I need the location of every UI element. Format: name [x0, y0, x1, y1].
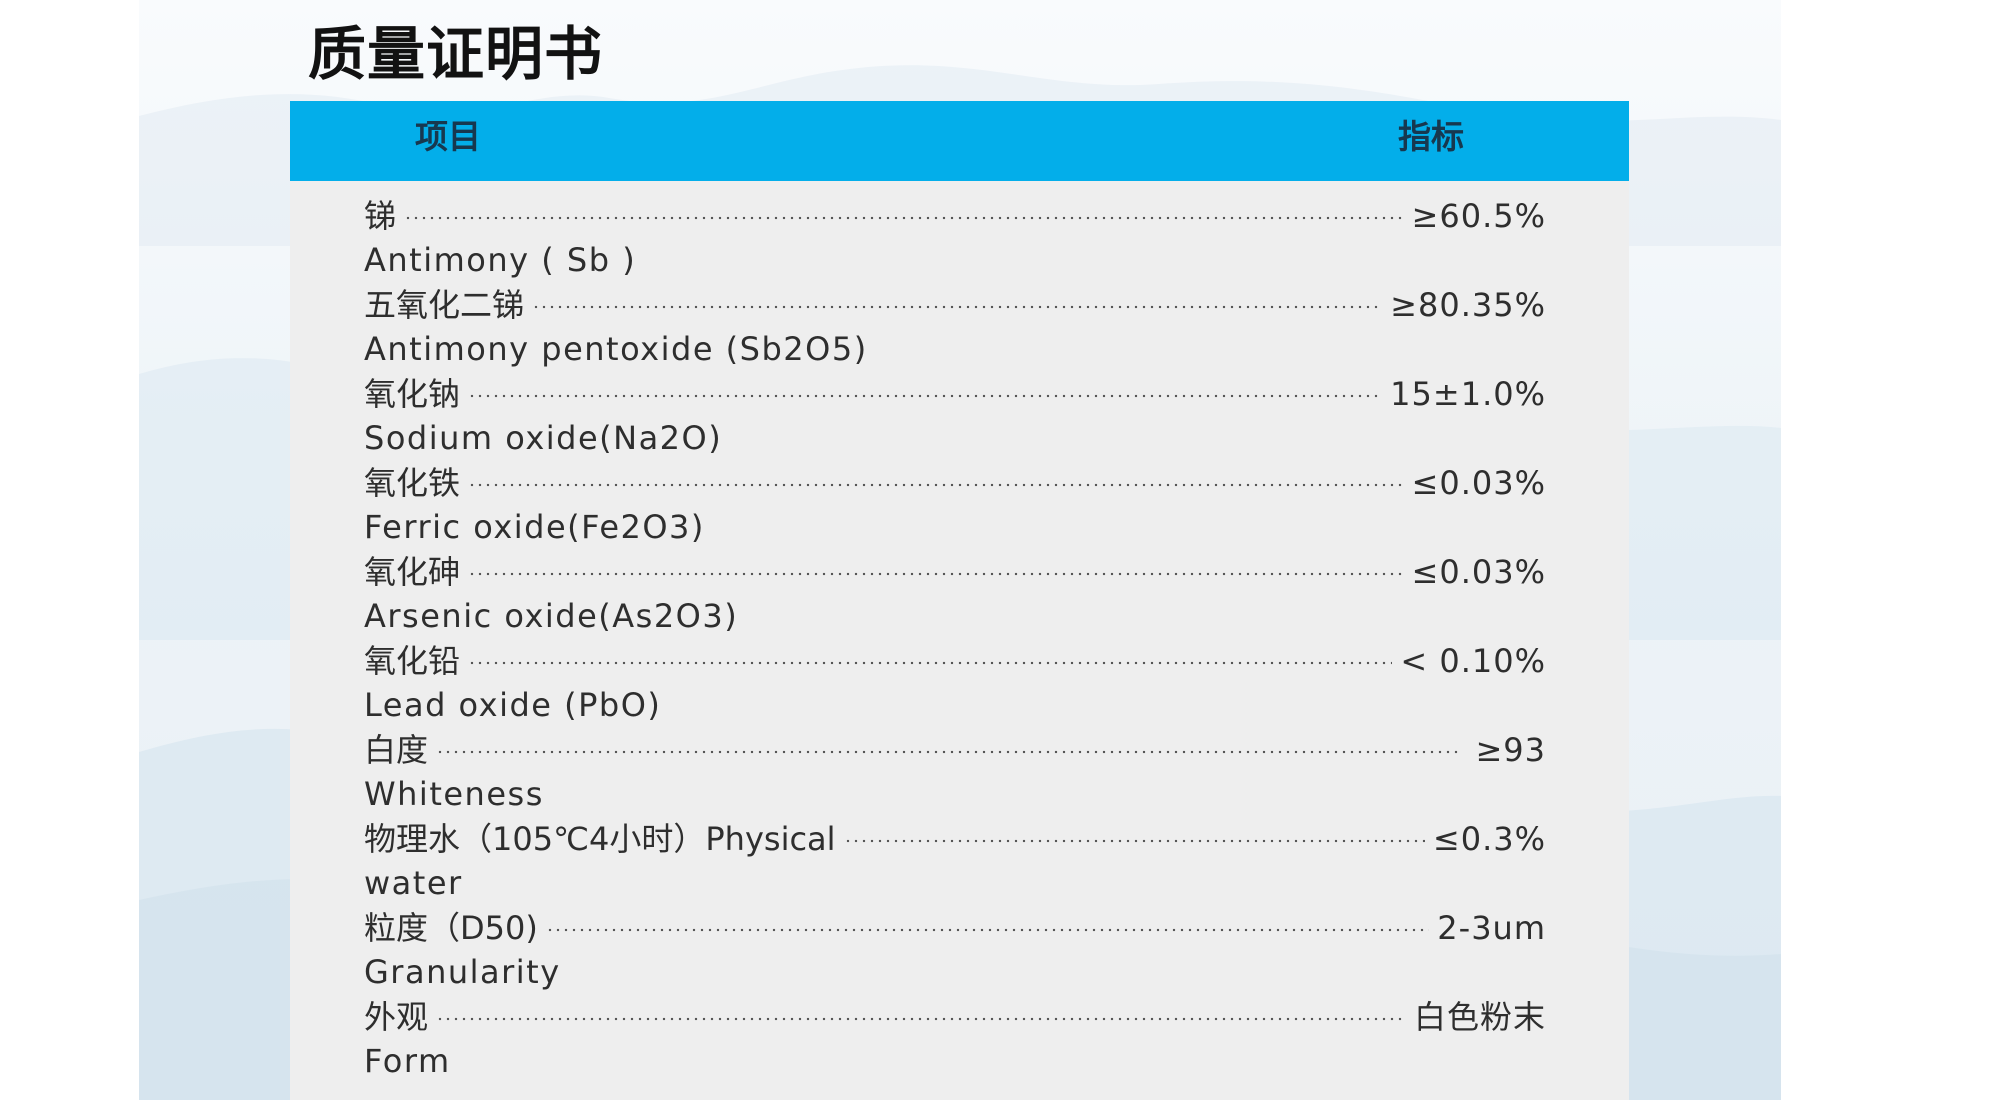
chinese-item-name: 氧化砷: [364, 553, 461, 591]
specification-value: 15±1.0%: [1390, 375, 1546, 413]
english-item-name: Sodium oxide(Na2O): [364, 419, 723, 457]
specification-main-line: 氧化铁 ≤0.03%: [364, 461, 1546, 505]
specification-main-line: 白度 ≥93: [364, 728, 1546, 772]
specification-row-physical-water: 物理水（105℃4小时）Physical ≤0.3% water: [364, 817, 1546, 906]
specification-row-sodium-oxide: 氧化钠 15±1.0% Sodium oxide(Na2O): [364, 372, 1546, 461]
specification-main-line: 五氧化二锑 ≥80.35%: [364, 283, 1546, 327]
chinese-item-name: 外观: [364, 998, 429, 1036]
specification-row-lead-oxide: 氧化铅 < 0.10% Lead oxide (PbO): [364, 639, 1546, 728]
page-title: 质量证明书: [308, 20, 604, 88]
specification-main-line: 粒度（D50) 2-3um: [364, 906, 1546, 950]
specification-header-band: 项目 指标: [290, 101, 1629, 181]
quality-specification-sheet: 项目 指标 锑 ≥60.5% Antimony ( Sb ) 五氧化二锑 ≥80…: [290, 101, 1629, 1100]
dotted-leader-line: [545, 928, 1430, 932]
item-column-header: 项目: [415, 117, 481, 156]
dotted-leader-line: [843, 839, 1425, 843]
dotted-leader-line: [436, 750, 1458, 754]
indicator-column-header: 指标: [1398, 117, 1464, 156]
specification-value: ≥80.35%: [1390, 286, 1546, 324]
specification-main-line: 氧化砷 ≤0.03%: [364, 550, 1546, 594]
english-item-name: Antimony pentoxide (Sb2O5): [364, 330, 868, 368]
dotted-leader-line: [468, 661, 1393, 665]
chinese-item-name: 氧化钠: [364, 375, 461, 413]
dotted-leader-line: [404, 216, 1404, 220]
specification-value: 2-3um: [1437, 909, 1546, 947]
specification-value: ≤0.03%: [1411, 553, 1546, 591]
chinese-item-name: 氧化铁: [364, 464, 461, 502]
specification-value: ≥93: [1475, 731, 1546, 769]
english-item-name: Granularity: [364, 953, 561, 991]
dotted-leader-line: [436, 1017, 1406, 1021]
dotted-leader-line: [468, 572, 1404, 576]
specification-list: 锑 ≥60.5% Antimony ( Sb ) 五氧化二锑 ≥80.35% A…: [364, 194, 1546, 1084]
specification-row-antimony: 锑 ≥60.5% Antimony ( Sb ): [364, 194, 1546, 283]
chinese-item-name: 五氧化二锑: [364, 286, 525, 324]
specification-value: 白色粉末: [1413, 998, 1546, 1036]
specification-main-line: 氧化钠 15±1.0%: [364, 372, 1546, 416]
english-item-name: Lead oxide (PbO): [364, 686, 662, 724]
english-item-name: Arsenic oxide(As2O3): [364, 597, 739, 635]
english-item-name: Antimony ( Sb ): [364, 241, 637, 279]
chinese-item-name: 锑: [364, 197, 397, 235]
specification-main-line: 氧化铅 < 0.10%: [364, 639, 1546, 683]
english-item-name: Whiteness: [364, 775, 544, 813]
specification-row-form: 外观 白色粉末 Form: [364, 995, 1546, 1084]
specification-row-arsenic-oxide: 氧化砷 ≤0.03% Arsenic oxide(As2O3): [364, 550, 1546, 639]
specification-row-antimony-pentoxide: 五氧化二锑 ≥80.35% Antimony pentoxide (Sb2O5): [364, 283, 1546, 372]
specification-value: ≥60.5%: [1411, 197, 1546, 235]
specification-value: ≤0.3%: [1432, 820, 1546, 858]
specification-row-granularity: 粒度（D50) 2-3um Granularity: [364, 906, 1546, 995]
dotted-leader-line: [468, 394, 1383, 398]
chinese-item-name: 粒度（D50): [364, 909, 538, 947]
english-item-name: Form: [364, 1042, 451, 1080]
specification-value: ≤0.03%: [1411, 464, 1546, 502]
english-item-name: Ferric oxide(Fe2O3): [364, 508, 705, 546]
specification-row-ferric-oxide: 氧化铁 ≤0.03% Ferric oxide(Fe2O3): [364, 461, 1546, 550]
specification-value: < 0.10%: [1400, 642, 1546, 680]
english-item-name: water: [364, 864, 463, 902]
specification-main-line: 外观 白色粉末: [364, 995, 1546, 1039]
specification-main-line: 锑 ≥60.5%: [364, 194, 1546, 238]
specification-main-line: 物理水（105℃4小时）Physical ≤0.3%: [364, 817, 1546, 861]
specification-row-whiteness: 白度 ≥93 Whiteness: [364, 728, 1546, 817]
dotted-leader-line: [532, 305, 1383, 309]
chinese-item-name: 氧化铅: [364, 642, 461, 680]
chinese-item-name: 物理水（105℃4小时）Physical: [364, 820, 836, 858]
chinese-item-name: 白度: [364, 731, 429, 769]
dotted-leader-line: [468, 483, 1404, 487]
